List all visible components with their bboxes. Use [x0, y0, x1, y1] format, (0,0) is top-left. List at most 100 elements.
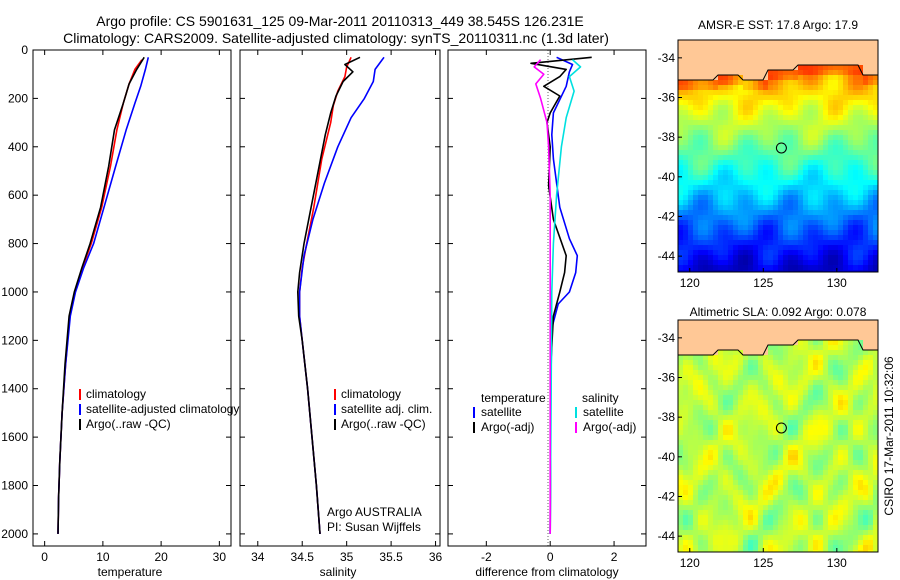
sst-cell: [728, 90, 734, 96]
sla-cell: [773, 530, 779, 536]
sla-cell: [823, 435, 829, 441]
sla-cell: [853, 450, 859, 456]
sla-cell: [873, 530, 878, 536]
sla-cell: [823, 420, 829, 426]
sst-cell: [813, 120, 819, 126]
sst-cell: [823, 245, 829, 251]
sla-cell: [873, 460, 878, 466]
sla-cell: [748, 425, 754, 431]
sla-cell: [733, 320, 739, 326]
sla-cell: [823, 485, 829, 491]
sla-cell: [768, 370, 774, 376]
sla-cell: [738, 530, 744, 536]
sla-cell: [808, 405, 814, 411]
sla-cell: [813, 450, 819, 456]
sla-cell: [763, 445, 769, 451]
sla-cell: [723, 455, 729, 461]
sla-cell: [818, 550, 824, 552]
sst-cell: [863, 155, 869, 161]
sla-cell: [683, 475, 689, 481]
sst-cell: [683, 90, 689, 96]
sla-cell: [763, 345, 769, 351]
sst-cell: [833, 60, 839, 66]
sla-cell: [868, 375, 874, 381]
sst-cell: [823, 95, 829, 101]
sst-cell: [798, 140, 804, 146]
sla-cell: [803, 465, 809, 471]
sst-cell: [688, 40, 694, 46]
sla-cell: [813, 355, 819, 361]
sst-cell: [768, 250, 774, 256]
sst-cell: [788, 135, 794, 141]
sla-cell: [863, 550, 869, 552]
sla-cell: [858, 455, 864, 461]
sla-cell: [843, 465, 849, 471]
sst-cell: [783, 265, 789, 271]
y-tick-label: -40: [658, 450, 676, 464]
sst-cell: [813, 155, 819, 161]
sst-cell: [853, 215, 859, 221]
sst-cell: [768, 65, 774, 71]
sst-cell: [788, 45, 794, 51]
sla-cell: [828, 365, 834, 371]
sla-cell: [738, 505, 744, 511]
sst-cell: [698, 200, 704, 206]
sla-cell: [768, 400, 774, 406]
sla-cell: [793, 375, 799, 381]
sla-cell: [763, 360, 769, 366]
sst-cell: [798, 255, 804, 261]
sst-cell: [793, 240, 799, 246]
sla-cell: [808, 535, 814, 541]
sst-cell: [758, 115, 764, 121]
sla-cell: [778, 435, 784, 441]
sst-cell: [748, 255, 754, 261]
sst-cell: [738, 85, 744, 91]
sla-cell: [868, 535, 874, 541]
sst-cell: [803, 180, 809, 186]
sla-cell: [698, 320, 704, 326]
sst-cell: [683, 270, 689, 272]
sla-cell: [828, 395, 834, 401]
sst-cell: [833, 45, 839, 51]
sla-cell: [798, 390, 804, 396]
sla-cell: [753, 460, 759, 466]
sst-cell: [703, 140, 709, 146]
sla-cell: [728, 390, 734, 396]
sla-cell: [828, 335, 834, 341]
sla-cell: [768, 485, 774, 491]
sla-cell: [698, 480, 704, 486]
sla-cell: [768, 460, 774, 466]
sla-cell: [753, 335, 759, 341]
sst-cell: [683, 140, 689, 146]
sst-map-axes: 120 125 130-34-36-38-40-42-44: [658, 51, 847, 290]
sst-cell: [853, 60, 859, 66]
sla-cell: [768, 385, 774, 391]
sst-cell: [718, 165, 724, 171]
sst-cell: [688, 190, 694, 196]
sst-cell: [853, 95, 859, 101]
sst-cell: [748, 185, 754, 191]
sst-cell: [813, 215, 819, 221]
sst-cell: [838, 200, 844, 206]
sla-cell: [753, 425, 759, 431]
sla-cell: [848, 385, 854, 391]
sla-cell: [808, 375, 814, 381]
sst-cell: [808, 265, 814, 271]
sla-cell: [788, 375, 794, 381]
sst-cell: [778, 190, 784, 196]
sst-cell: [748, 90, 754, 96]
sla-cell: [683, 365, 689, 371]
sst-cell: [733, 75, 739, 81]
sst-cell: [778, 160, 784, 166]
sla-cell: [728, 490, 734, 496]
sla-cell: [728, 545, 734, 551]
sla-cell: [873, 425, 878, 431]
sst-cell: [693, 145, 699, 151]
sst-cell: [768, 55, 774, 61]
sst-cell: [763, 145, 769, 151]
sla-cell: [708, 450, 714, 456]
sla-cell: [678, 400, 684, 406]
sla-cell: [758, 400, 764, 406]
sst-cell: [738, 145, 744, 151]
sst-cell: [743, 210, 749, 216]
